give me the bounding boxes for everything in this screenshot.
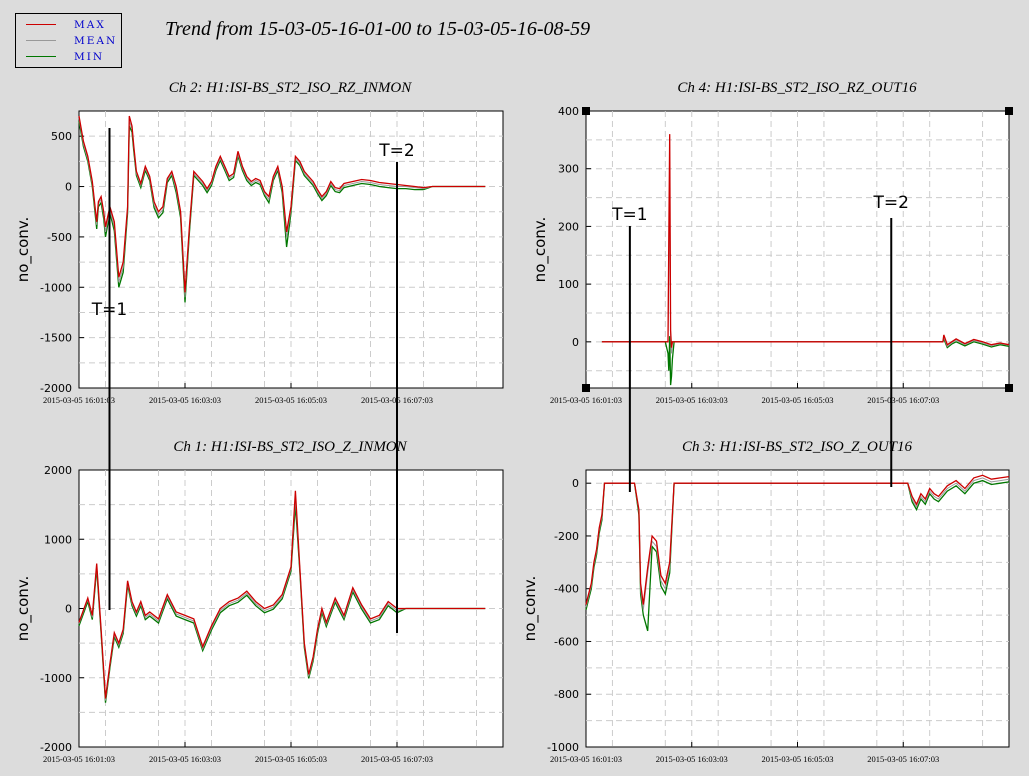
y-axis-label: no_conv. — [14, 217, 33, 283]
legend-item-min: MIN — [24, 50, 120, 64]
series-line-max — [585, 474, 1010, 605]
y-tick-label: -600 — [554, 635, 579, 648]
y-tick-label: 400 — [558, 105, 579, 118]
x-tick-label: 2015-03-05 16:01:03 — [550, 395, 622, 405]
x-tick-label: 2015-03-05 16:03:03 — [656, 754, 728, 764]
legend-swatch-max — [26, 24, 56, 25]
y-tick-label: 0 — [65, 181, 72, 194]
x-tick-label: 2015-03-05 16:01:03 — [43, 754, 115, 764]
y-tick-label: -400 — [554, 583, 579, 596]
chart-title: Ch 4: H1:ISI-BS_ST2_ISO_RZ_OUT16 — [677, 80, 917, 96]
resize-handle — [1005, 384, 1013, 392]
series-line-max — [78, 490, 486, 699]
y-tick-label: -1000 — [40, 281, 72, 294]
y-tick-label: -500 — [47, 231, 72, 244]
y-tick-label: 0 — [65, 603, 72, 616]
legend-label-min: MIN — [74, 51, 105, 63]
y-tick-label: 100 — [558, 278, 579, 291]
marker-label: T=1 — [91, 300, 127, 320]
x-tick-label: 2015-03-05 16:01:03 — [43, 395, 115, 405]
y-tick-label: 0 — [572, 336, 579, 349]
y-tick-label: 2000 — [44, 464, 72, 477]
legend-label-max: MAX — [74, 19, 106, 31]
x-tick-label: 2015-03-05 16:05:03 — [761, 395, 833, 405]
x-tick-label: 2015-03-05 16:03:03 — [149, 395, 221, 405]
marker-label: T=1 — [611, 205, 647, 225]
legend-item-max: MAX — [24, 18, 120, 32]
y-tick-label: -1500 — [40, 332, 72, 345]
y-tick-label: 200 — [558, 220, 579, 233]
series-line-max — [601, 134, 1010, 348]
y-tick-label: -2000 — [40, 382, 72, 395]
x-tick-label: 2015-03-05 16:01:03 — [550, 754, 622, 764]
legend-item-mean: MEAN — [24, 34, 120, 48]
y-tick-label: 500 — [51, 130, 72, 143]
y-tick-label: 1000 — [44, 533, 72, 546]
resize-handle — [582, 107, 590, 115]
y-tick-label: -1000 — [40, 672, 72, 685]
chart-legend: MAX MEAN MIN — [15, 13, 122, 68]
y-tick-label: 0 — [572, 477, 579, 490]
chart-title: Ch 1: H1:ISI-BS_ST2_ISO_Z_INMON — [173, 439, 407, 455]
y-tick-label: -200 — [554, 530, 579, 543]
x-tick-label: 2015-03-05 16:05:03 — [761, 754, 833, 764]
chart-title: Ch 3: H1:ISI-BS_ST2_ISO_Z_OUT16 — [682, 439, 912, 455]
x-tick-label: 2015-03-05 16:05:03 — [255, 395, 327, 405]
x-tick-label: 2015-03-05 16:03:03 — [149, 754, 221, 764]
y-tick-label: -800 — [554, 688, 579, 701]
y-tick-label: -2000 — [40, 741, 72, 754]
marker-label: T=2 — [378, 141, 414, 161]
resize-handle — [1005, 107, 1013, 115]
y-axis-label: no_conv. — [531, 217, 550, 283]
page-title: Trend from 15-03-05-16-01-00 to 15-03-05… — [165, 18, 591, 40]
x-tick-label: 2015-03-05 16:03:03 — [656, 395, 728, 405]
chart-title: Ch 2: H1:ISI-BS_ST2_ISO_RZ_INMON — [169, 80, 412, 96]
series-line-max — [78, 115, 486, 293]
y-tick-label: 300 — [558, 163, 579, 176]
chart-panel-2: 400 300 200 100 0 2015-03-05 16:01:03 2015-03-… — [531, 80, 1013, 405]
legend-label-mean: MEAN — [74, 35, 118, 47]
y-tick-label: -1000 — [547, 741, 579, 754]
x-tick-label: 2015-03-05 16:07:03 — [867, 754, 939, 764]
x-tick-label: 2015-03-05 16:07:03 — [867, 395, 939, 405]
resize-handle — [582, 384, 590, 392]
x-tick-label: 2015-03-05 16:05:03 — [255, 754, 327, 764]
marker-label: T=2 — [873, 193, 909, 213]
y-axis-label: no_conv. — [521, 576, 540, 642]
legend-swatch-min — [26, 56, 56, 57]
legend-swatch-mean — [26, 40, 56, 41]
x-tick-label: 2015-03-05 16:07:03 — [361, 754, 433, 764]
y-axis-label: no_conv. — [14, 576, 33, 642]
annotation-markers: T=1 T=2 T=1 T=2 — [91, 128, 909, 633]
